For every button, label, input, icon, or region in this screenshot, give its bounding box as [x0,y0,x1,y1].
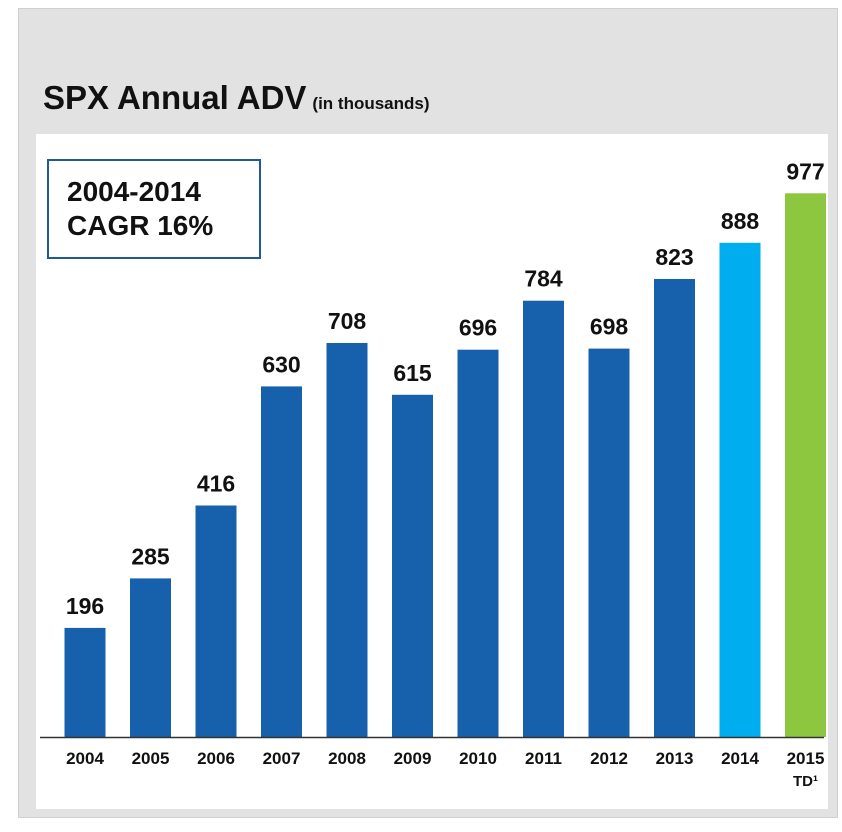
data-label-2010: 696 [459,315,497,341]
bar-2012 [588,348,630,737]
data-label-2011: 784 [524,266,563,292]
x-tick-2014: 2014 [721,749,759,768]
plot-area: 196 2004 285 2005 416 2006 630 2007 708 2008 615 20… [36,134,828,809]
data-label-2007: 630 [262,351,300,377]
data-label-2014: 888 [721,208,760,234]
x-tick-2010: 2010 [459,749,497,768]
chart-panel: SPX Annual ADV (in thousands) 196 2004 285 2… [18,8,838,818]
data-label-2004: 196 [66,593,104,619]
bar-chart: 196 2004 285 2005 416 2006 630 2007 708 2008 615 20… [40,158,826,790]
bar-2009 [392,394,433,737]
x-tick-sublabel-2015: TD¹ [793,773,818,790]
x-tick-2012: 2012 [590,749,628,768]
data-label-2012: 698 [590,314,629,340]
chart-title: SPX Annual ADV (in thousands) [43,79,430,117]
bar-2004 [64,627,106,737]
bar-2015 [785,193,826,738]
bar-2007 [261,386,302,737]
data-label-2015: 977 [786,158,824,184]
cagr-annotation-box: 2004-2014 CAGR 16% [47,159,261,259]
bar-2010 [457,349,499,737]
data-label-2006: 416 [197,471,235,497]
data-label-2013: 823 [655,244,693,270]
data-label-2009: 615 [393,360,432,386]
x-tick-2005: 2005 [132,749,170,768]
x-tick-2013: 2013 [656,749,694,768]
chart-subtitle: (in thousands) [312,94,430,113]
x-tick-2006: 2006 [197,749,235,768]
x-tick-2015: 2015 [787,749,825,768]
bar-2008 [326,343,368,737]
x-tick-2007: 2007 [263,749,301,768]
x-tick-2011: 2011 [525,749,562,768]
chart-title-text: SPX Annual ADV [43,79,307,116]
bar-2014 [719,242,761,738]
data-label-2005: 285 [131,543,170,569]
bar-2013 [654,279,695,737]
x-tick-2008: 2008 [328,749,366,768]
bar-2011 [523,300,564,737]
x-tick-2009: 2009 [394,749,432,768]
data-label-2008: 708 [328,308,367,334]
bar-2006 [195,505,237,737]
x-tick-2004: 2004 [66,749,104,768]
cagr-period: 2004-2014 [67,176,201,207]
cagr-value: CAGR 16% [67,210,214,241]
bar-2005 [130,578,171,737]
